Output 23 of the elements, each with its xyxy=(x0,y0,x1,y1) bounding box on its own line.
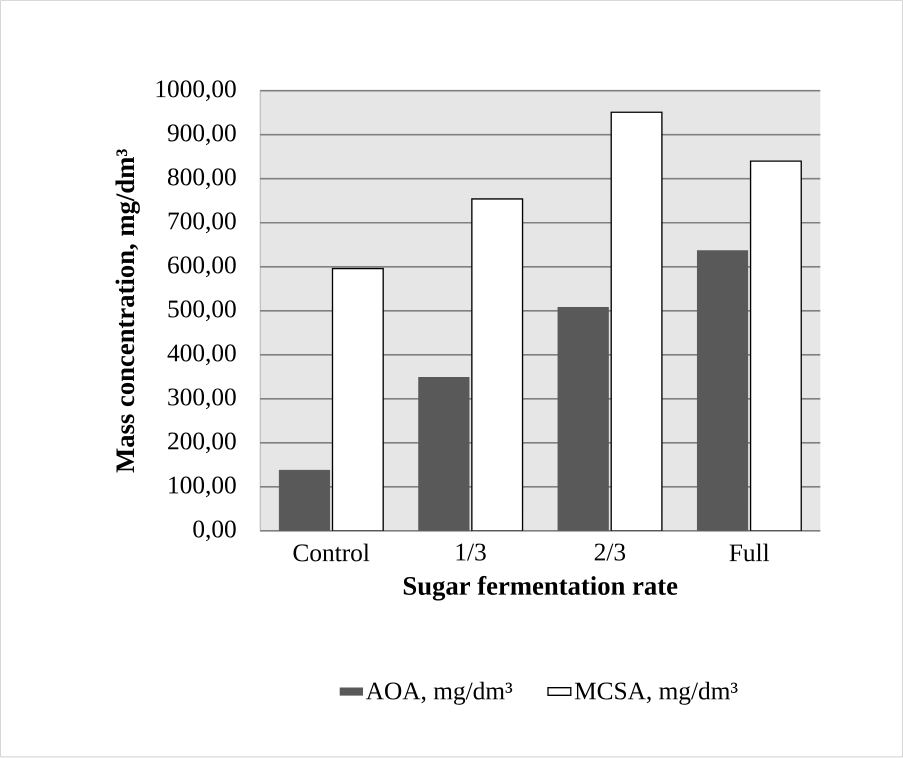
y-tick-label: 400,00 xyxy=(168,344,236,366)
legend-label: MCSA, mg/dm³ xyxy=(574,682,738,705)
bar xyxy=(750,160,802,532)
y-tick-label: 800,00 xyxy=(168,168,236,190)
y-tick-label: 500,00 xyxy=(168,300,236,322)
y-tick-label: 600,00 xyxy=(168,256,236,278)
x-axis-title: Sugar fermentation rate xyxy=(404,576,678,601)
x-tick-label: 1/3 xyxy=(456,544,486,561)
y-tick-label: 700,00 xyxy=(168,212,236,234)
y-tick-label: 100,00 xyxy=(169,476,236,498)
y-tick-label: 300,00 xyxy=(168,388,236,410)
y-tick-label: 200,00 xyxy=(168,432,236,454)
y-tick-label: 0,00 xyxy=(193,520,236,542)
x-tick-label: 2/3 xyxy=(594,544,626,561)
x-tick-label: Full xyxy=(730,544,770,562)
bar xyxy=(471,198,524,532)
bar xyxy=(332,268,384,532)
legend-label: AOA, mg/dm³ xyxy=(366,682,512,705)
y-tick-label: 1000,00 xyxy=(156,80,236,102)
x-tick-label: Control xyxy=(293,544,370,562)
y-tick-label: 900,00 xyxy=(168,124,236,146)
bar xyxy=(610,112,663,532)
y-axis-title: Mass concentration, mg/dm³ xyxy=(115,149,140,473)
